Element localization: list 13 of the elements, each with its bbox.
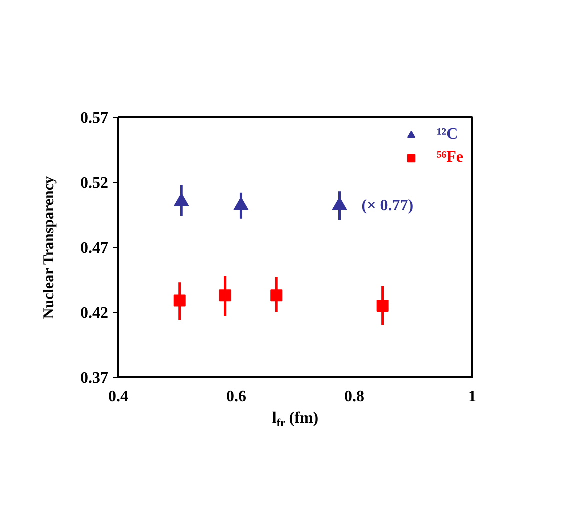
y-tick-label: 0.42 — [80, 305, 108, 322]
y-tick-label: 0.52 — [80, 175, 108, 192]
annotation: (× 0.77) — [362, 197, 414, 214]
y-tick-label: 0.57 — [80, 110, 108, 127]
y-axis-title: Nuclear Transparency — [42, 176, 58, 320]
x-tick-label: 0.4 — [108, 388, 128, 406]
y-tick-label: 0.47 — [80, 240, 108, 257]
x-tick-label: 0.8 — [344, 388, 364, 406]
legend-label: ⁵⁶Fe — [437, 149, 464, 167]
x-tick-label: 1 — [468, 388, 476, 406]
y-tick-label: 0.37 — [80, 370, 108, 387]
x-tick-label: 0.6 — [226, 388, 246, 406]
legend-label: ¹²C — [437, 126, 458, 144]
